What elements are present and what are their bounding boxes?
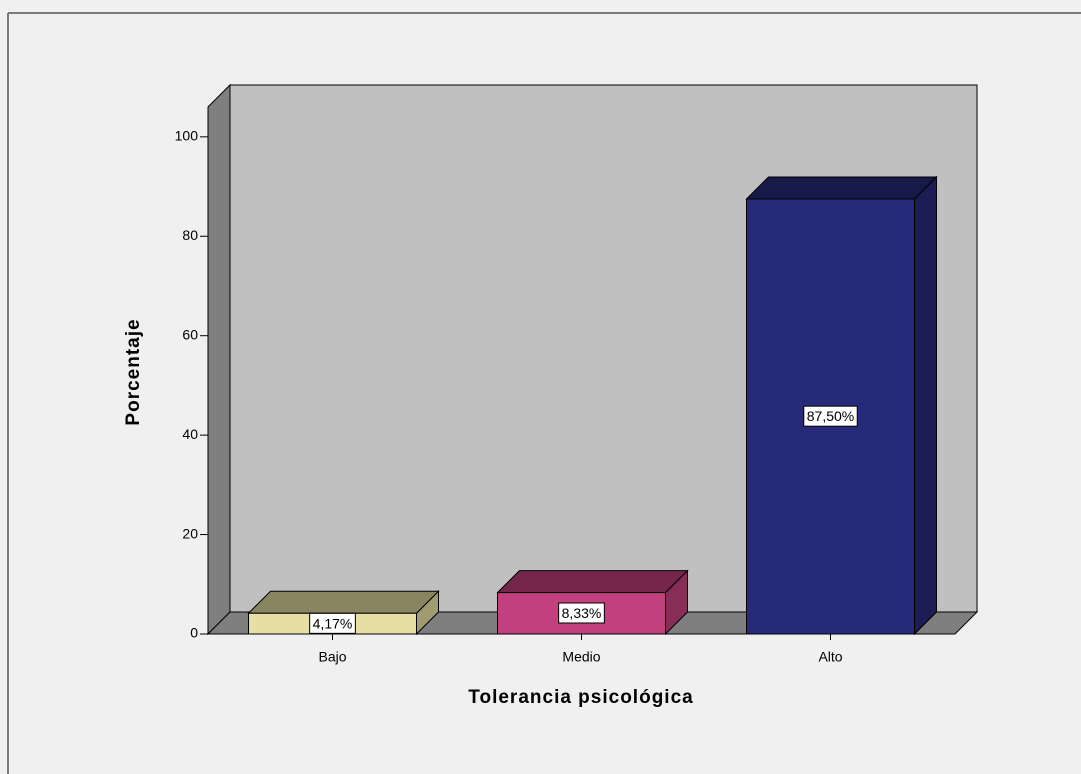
x-tick-label: Medio [562, 649, 600, 665]
y-tick-label: 80 [182, 227, 198, 243]
y-tick-label: 60 [182, 326, 198, 342]
data-label: 8,33% [562, 605, 602, 621]
y-tick-label: 100 [175, 128, 199, 144]
y-tick-label: 0 [190, 625, 198, 641]
x-tick-label: Alto [818, 649, 842, 665]
data-label-box [309, 612, 356, 634]
x-tick-label: Bajo [318, 649, 346, 665]
x-axis-title: Tolerancia psicológica [468, 687, 693, 708]
y-tick-label: 40 [182, 426, 198, 442]
bar-side [914, 175, 937, 636]
y-axis-title: Porcentaje [123, 318, 144, 425]
left-wall [207, 83, 231, 636]
y-tick-label: 20 [182, 525, 198, 541]
bar-top [745, 176, 938, 200]
data-label: 4,17% [313, 615, 353, 631]
data-label-box [803, 405, 858, 427]
data-label-box [558, 602, 605, 624]
bar-top [247, 590, 440, 614]
bar-top [496, 570, 689, 594]
data-label: 87,50% [807, 408, 854, 424]
